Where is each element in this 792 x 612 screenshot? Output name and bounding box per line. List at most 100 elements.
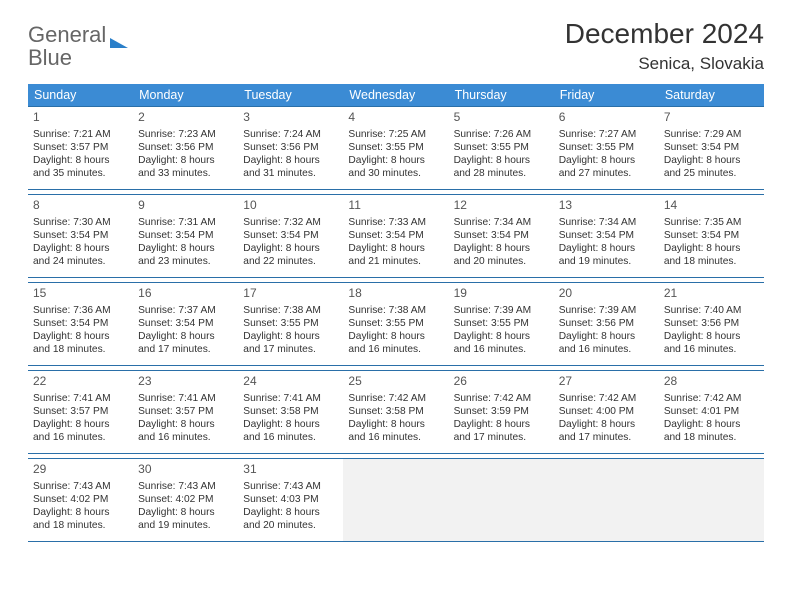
- daylight-line: Daylight: 8 hours and 18 minutes.: [33, 330, 128, 357]
- daylight-line: Daylight: 8 hours and 16 minutes.: [348, 330, 443, 357]
- day-cell: 21 Sunrise: 7:40 AMSunset: 3:56 PMDayligh…: [659, 283, 764, 365]
- sunset-line: Sunset: 4:02 PM: [138, 493, 233, 506]
- sunset-line: Sunset: 3:55 PM: [454, 141, 549, 154]
- day-cell: 5Sunrise: 7:26 AMSunset: 3:55 PMDaylight…: [449, 107, 554, 189]
- sunrise-line: Sunrise: 7:34 AM: [559, 216, 654, 229]
- sunset-line: Sunset: 3:55 PM: [243, 317, 338, 330]
- sunrise-line: Sunrise: 7:34 AM: [454, 216, 549, 229]
- day-number: 3: [243, 110, 338, 126]
- day-cell: 1Sunrise: 7:21 AMSunset: 3:57 PMDaylight…: [28, 107, 133, 189]
- sunrise-line: Sunrise: 7:39 AM: [559, 304, 654, 317]
- sunset-line: Sunset: 3:54 PM: [664, 229, 759, 242]
- sunrise-line: Sunrise: 7:32 AM: [243, 216, 338, 229]
- sunrise-line: Sunrise: 7:40 AM: [664, 304, 759, 317]
- day-cell: 12Sunrise: 7:34 AMSunset: 3:54 PMDayligh…: [449, 195, 554, 277]
- day-cell: 27Sunrise: 7:42 AMSunset: 4:00 PMDayligh…: [554, 371, 659, 453]
- day-cell: 26Sunrise: 7:42 AMSunset: 3:59 PMDayligh…: [449, 371, 554, 453]
- header: General Blue December 2024 Senica, Slova…: [28, 18, 764, 74]
- sunrise-line: Sunrise: 7:21 AM: [33, 128, 128, 141]
- day-cell: 9Sunrise: 7:31 AMSunset: 3:54 PMDaylight…: [133, 195, 238, 277]
- day-number: 20: [559, 286, 654, 302]
- day-number: 24: [243, 374, 338, 390]
- sunset-line: Sunset: 3:54 PM: [138, 229, 233, 242]
- weekday-label: Wednesday: [343, 84, 448, 106]
- sunrise-line: Sunrise: 7:42 AM: [664, 392, 759, 405]
- day-number: 23: [138, 374, 233, 390]
- day-number: 28: [664, 374, 759, 390]
- sunset-line: Sunset: 3:55 PM: [454, 317, 549, 330]
- sunrise-line: Sunrise: 7:42 AM: [348, 392, 443, 405]
- daylight-line: Daylight: 8 hours and 35 minutes.: [33, 154, 128, 181]
- daylight-line: Daylight: 8 hours and 17 minutes.: [243, 330, 338, 357]
- daylight-line: Daylight: 8 hours and 25 minutes.: [664, 154, 759, 181]
- daylight-line: Daylight: 8 hours and 27 minutes.: [559, 154, 654, 181]
- sunrise-line: Sunrise: 7:41 AM: [138, 392, 233, 405]
- day-cell: 30Sunrise: 7:43 AMSunset: 4:02 PMDayligh…: [133, 459, 238, 541]
- sunset-line: Sunset: 3:55 PM: [348, 317, 443, 330]
- sunset-line: Sunset: 4:02 PM: [33, 493, 128, 506]
- day-number: 26: [454, 374, 549, 390]
- day-cell: 4Sunrise: 7:25 AMSunset: 3:55 PMDaylight…: [343, 107, 448, 189]
- daylight-line: Daylight: 8 hours and 20 minutes.: [454, 242, 549, 269]
- day-number: 30: [138, 462, 233, 478]
- day-number: 15: [33, 286, 128, 302]
- week-row: 22Sunrise: 7:41 AMSunset: 3:57 PMDayligh…: [28, 370, 764, 454]
- sunset-line: Sunset: 3:54 PM: [33, 317, 128, 330]
- sunset-line: Sunset: 3:54 PM: [348, 229, 443, 242]
- daylight-line: Daylight: 8 hours and 16 minutes.: [664, 330, 759, 357]
- weekday-label: Saturday: [659, 84, 764, 106]
- sunrise-line: Sunrise: 7:37 AM: [138, 304, 233, 317]
- daylight-line: Daylight: 8 hours and 21 minutes.: [348, 242, 443, 269]
- sunrise-line: Sunrise: 7:38 AM: [243, 304, 338, 317]
- day-cell: 11Sunrise: 7:33 AMSunset: 3:54 PMDayligh…: [343, 195, 448, 277]
- daylight-line: Daylight: 8 hours and 33 minutes.: [138, 154, 233, 181]
- sunset-line: Sunset: 3:56 PM: [664, 317, 759, 330]
- day-cell: 22Sunrise: 7:41 AMSunset: 3:57 PMDayligh…: [28, 371, 133, 453]
- daylight-line: Daylight: 8 hours and 20 minutes.: [243, 506, 338, 533]
- day-cell: 16Sunrise: 7:37 AMSunset: 3:54 PMDayligh…: [133, 283, 238, 365]
- weekday-label: Sunday: [28, 84, 133, 106]
- sunset-line: Sunset: 3:55 PM: [348, 141, 443, 154]
- sunrise-line: Sunrise: 7:35 AM: [664, 216, 759, 229]
- day-number: 7: [664, 110, 759, 126]
- day-cell: 14Sunrise: 7:35 AMSunset: 3:54 PMDayligh…: [659, 195, 764, 277]
- daylight-line: Daylight: 8 hours and 31 minutes.: [243, 154, 338, 181]
- daylight-line: Daylight: 8 hours and 17 minutes.: [559, 418, 654, 445]
- week-row: 15Sunrise: 7:36 AMSunset: 3:54 PMDayligh…: [28, 282, 764, 366]
- sunset-line: Sunset: 3:56 PM: [138, 141, 233, 154]
- daylight-line: Daylight: 8 hours and 19 minutes.: [559, 242, 654, 269]
- daylight-line: Daylight: 8 hours and 18 minutes.: [664, 242, 759, 269]
- day-cell: 20Sunrise: 7:39 AMSunset: 3:56 PMDayligh…: [554, 283, 659, 365]
- day-number: 5: [454, 110, 549, 126]
- day-number: 22: [33, 374, 128, 390]
- sunrise-line: Sunrise: 7:33 AM: [348, 216, 443, 229]
- sunset-line: Sunset: 3:58 PM: [348, 405, 443, 418]
- sunset-line: Sunset: 3:54 PM: [559, 229, 654, 242]
- sunset-line: Sunset: 3:54 PM: [138, 317, 233, 330]
- weekday-label: Thursday: [449, 84, 554, 106]
- daylight-line: Daylight: 8 hours and 16 minutes.: [454, 330, 549, 357]
- day-cell: 2Sunrise: 7:23 AMSunset: 3:56 PMDaylight…: [133, 107, 238, 189]
- day-cell: 29Sunrise: 7:43 AMSunset: 4:02 PMDayligh…: [28, 459, 133, 541]
- sunrise-line: Sunrise: 7:30 AM: [33, 216, 128, 229]
- sunset-line: Sunset: 3:59 PM: [454, 405, 549, 418]
- daylight-line: Daylight: 8 hours and 22 minutes.: [243, 242, 338, 269]
- day-number: 21: [664, 286, 759, 302]
- daylight-line: Daylight: 8 hours and 18 minutes.: [33, 506, 128, 533]
- day-cell: 15Sunrise: 7:36 AMSunset: 3:54 PMDayligh…: [28, 283, 133, 365]
- daylight-line: Daylight: 8 hours and 16 minutes.: [138, 418, 233, 445]
- daylight-line: Daylight: 8 hours and 19 minutes.: [138, 506, 233, 533]
- location: Senica, Slovakia: [565, 54, 764, 74]
- day-cell: 19Sunrise: 7:39 AMSunset: 3:55 PMDayligh…: [449, 283, 554, 365]
- day-cell: 31Sunrise: 7:43 AMSunset: 4:03 PMDayligh…: [238, 459, 343, 541]
- sunset-line: Sunset: 3:57 PM: [33, 141, 128, 154]
- calendar: SundayMondayTuesdayWednesdayThursdayFrid…: [28, 84, 764, 542]
- day-cell: 23Sunrise: 7:41 AMSunset: 3:57 PMDayligh…: [133, 371, 238, 453]
- day-number: 8: [33, 198, 128, 214]
- day-cell: 10Sunrise: 7:32 AMSunset: 3:54 PMDayligh…: [238, 195, 343, 277]
- daylight-line: Daylight: 8 hours and 16 minutes.: [348, 418, 443, 445]
- daylight-line: Daylight: 8 hours and 23 minutes.: [138, 242, 233, 269]
- day-number: 25: [348, 374, 443, 390]
- day-cell: [659, 459, 764, 541]
- day-cell: 24Sunrise: 7:41 AMSunset: 3:58 PMDayligh…: [238, 371, 343, 453]
